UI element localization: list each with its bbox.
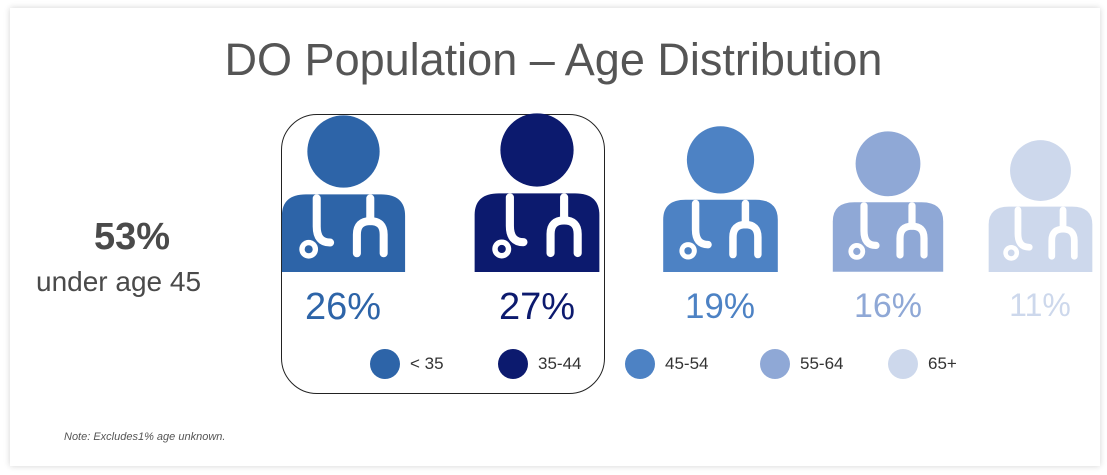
legend-label: 55-64: [800, 354, 844, 373]
legend-swatch: [625, 349, 655, 379]
summary-label: under age 45: [36, 266, 202, 297]
legend-swatch: [888, 349, 918, 379]
legend-swatch: [498, 349, 528, 379]
footnote: Note: Excludes1% age unknown.: [64, 431, 226, 443]
legend-label: 35-44: [538, 354, 582, 373]
data-label: 19%: [684, 286, 756, 326]
doctor-icon: [469, 112, 605, 277]
doctor-icon: [984, 139, 1097, 277]
doctor-icon: [658, 125, 783, 277]
doctor-icon: [828, 130, 948, 277]
chart-title: DO Population – Age Distribution: [224, 34, 883, 85]
legend-swatch: [370, 349, 400, 379]
doctor-icon: [276, 114, 411, 277]
data-label: 26%: [304, 286, 382, 328]
summary-value: 53%: [94, 216, 171, 258]
legend-label: < 35: [410, 354, 444, 373]
legend-label: 65+: [928, 354, 957, 373]
legend-swatch: [760, 349, 790, 379]
legend-label: 45-54: [665, 354, 709, 373]
data-label: 11%: [1009, 287, 1071, 324]
data-label: 27%: [498, 286, 576, 328]
data-label: 16%: [853, 286, 923, 325]
